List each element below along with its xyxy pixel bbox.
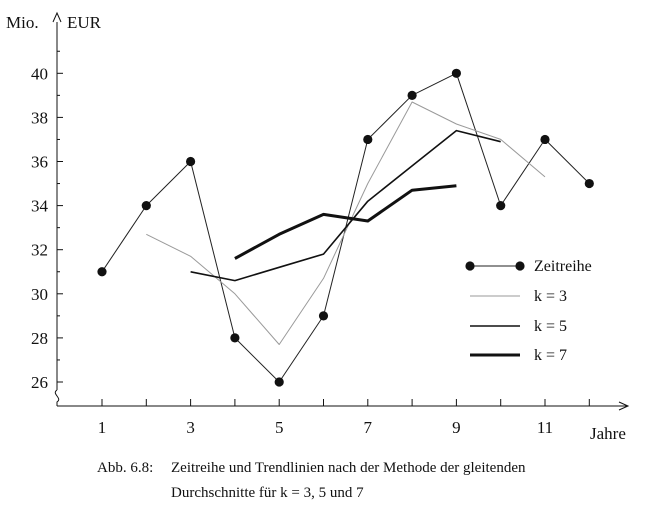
x-axis-arrow <box>618 401 630 411</box>
chart-axes: 26 28 30 32 34 36 38 40 1 3 5 7 9 11 Mio. EUR Jahre <box>6 11 630 443</box>
x-axis-label: Jahre <box>590 424 626 443</box>
y-axis-label: EUR <box>67 13 102 32</box>
data-point <box>496 201 506 211</box>
x-tick-label: 9 <box>452 418 461 437</box>
data-point <box>451 68 461 78</box>
caption-line-2: Durchschnitte für k = 3, 5 und 7 <box>171 485 364 501</box>
figure-caption: Abb. 6.8: Zeitreihe und Trendlinien nach … <box>97 456 617 506</box>
chart-series <box>97 68 594 387</box>
x-tick-label: 5 <box>275 418 284 437</box>
y-tick-label: 34 <box>31 197 49 216</box>
data-point <box>540 134 550 145</box>
chart-legend: Zeitreihe k = 3 k = 5 k = 7 <box>465 258 592 364</box>
x-tick-label: 1 <box>98 418 107 437</box>
legend-label-3: k = 5 <box>534 318 567 335</box>
y-axis-arrow <box>52 11 62 23</box>
y-tick-label: 38 <box>31 108 48 127</box>
x-tick-label: 3 <box>186 418 195 437</box>
caption-label: Abb. 6.8: <box>97 460 154 476</box>
data-point <box>230 333 240 343</box>
y-unit-label: Mio. <box>6 13 39 32</box>
legend-label-4: k = 7 <box>534 347 567 364</box>
legend-marker <box>515 261 525 271</box>
legend-marker <box>465 261 475 271</box>
legend-label-2: k = 3 <box>534 288 567 305</box>
data-point <box>274 377 284 387</box>
data-point <box>318 311 329 321</box>
x-tick-label: 7 <box>364 418 373 437</box>
y-tick-label: 26 <box>31 373 48 392</box>
line-chart: 26 28 30 32 34 36 38 40 1 3 5 7 9 11 Mio. EUR Jahre Zeit… <box>6 11 630 443</box>
y-tick-label: 32 <box>31 241 48 260</box>
x-tick-label: 11 <box>537 418 553 437</box>
data-point <box>584 178 594 189</box>
y-tick-label: 40 <box>31 64 48 83</box>
data-point <box>407 90 417 100</box>
y-tick-label: 30 <box>31 285 48 304</box>
caption-line-1: Zeitreihe und Trendlinien nach der Metho… <box>171 460 526 476</box>
data-point <box>363 134 373 145</box>
y-tick-label: 28 <box>31 329 48 348</box>
y-axis-break <box>54 389 60 406</box>
series-line-2 <box>146 101 546 345</box>
data-point <box>97 267 107 277</box>
data-point <box>141 201 151 211</box>
y-tick-label: 36 <box>31 153 48 172</box>
legend-label-1: Zeitreihe <box>534 258 592 275</box>
series-line-3 <box>190 129 501 282</box>
data-point <box>186 156 196 167</box>
series-line-4 <box>234 184 457 260</box>
